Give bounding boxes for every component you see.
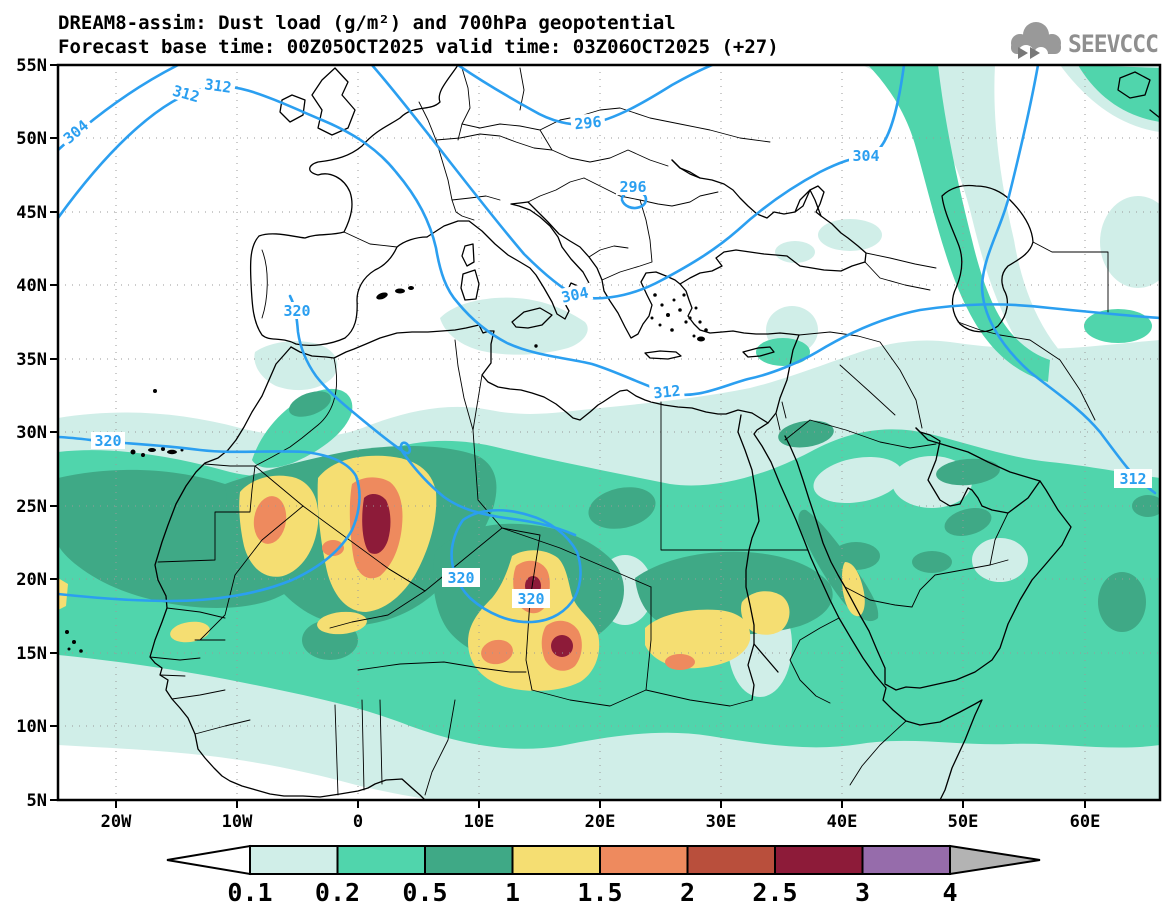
map-area: 304 312 312 296 296 304 304 312 312 320 … bbox=[58, 65, 1160, 800]
contour-label-304-ionian: 304 bbox=[560, 283, 590, 306]
lat-label: 20N bbox=[16, 570, 47, 590]
colorbar-value: 2.5 bbox=[752, 878, 797, 907]
colorbar-segment bbox=[686, 845, 776, 875]
lon-label: 30E bbox=[706, 812, 737, 832]
colorbar-segment bbox=[511, 845, 601, 875]
lon-label: 20W bbox=[101, 812, 132, 832]
lon-label: 10E bbox=[464, 812, 495, 832]
contour-label-304-black-sea: 304 bbox=[852, 147, 879, 165]
colorbar-labels: 0.1 0.2 0.5 1 1.5 2 2.5 3 4 bbox=[227, 878, 957, 907]
colorbar-segment bbox=[861, 845, 951, 875]
colorbar-segments bbox=[249, 845, 951, 875]
contour-label-320-sahara-a: 320 bbox=[447, 569, 474, 587]
colorbar-value: 0.2 bbox=[315, 878, 360, 907]
lat-label: 15N bbox=[16, 644, 47, 664]
lat-label: 10N bbox=[16, 717, 47, 737]
lon-label: 50E bbox=[948, 812, 979, 832]
colorbar-segment bbox=[249, 845, 339, 875]
seevccc-logo: SEEVCCC bbox=[1011, 22, 1159, 61]
colorbar-value: 2 bbox=[680, 878, 695, 907]
contour-label-296-romania: 296 bbox=[619, 178, 646, 196]
lat-label: 55N bbox=[16, 56, 47, 76]
latitude-axis: 55N 50N 45N 40N 35N 30N 25N 20N 15N 10N … bbox=[16, 56, 47, 811]
colorbar-value: 0.5 bbox=[402, 878, 447, 907]
contour-label-296-n: 296 bbox=[574, 113, 603, 134]
lon-label: 10W bbox=[222, 812, 253, 832]
lon-label: 40E bbox=[827, 812, 858, 832]
colorbar-value: 0.1 bbox=[227, 878, 272, 907]
lat-label: 30N bbox=[16, 423, 47, 443]
islands bbox=[65, 286, 708, 653]
colorbar-segment bbox=[599, 845, 689, 875]
colorbar-value: 4 bbox=[942, 878, 957, 907]
colorbar-arrow-right bbox=[949, 844, 1041, 876]
lon-label: 20E bbox=[585, 812, 616, 832]
lat-label: 40N bbox=[16, 276, 47, 296]
contour-label-312-right-edge: 312 bbox=[1119, 470, 1146, 488]
colorbar-value: 1.5 bbox=[577, 878, 622, 907]
lat-label: 35N bbox=[16, 350, 47, 370]
lat-label: 25N bbox=[16, 497, 47, 517]
colorbar-arrow-left bbox=[166, 844, 251, 876]
axis-ticks bbox=[50, 64, 1086, 808]
contour-label-320-gibraltar: 320 bbox=[283, 302, 310, 320]
colorbar-segment bbox=[774, 845, 864, 875]
colorbar-segment bbox=[424, 845, 514, 875]
chart-subtitle: Forecast base time: 00Z05OCT2025 valid t… bbox=[58, 36, 779, 58]
contour-label-312-libya: 312 bbox=[653, 382, 682, 403]
colorbar-value: 3 bbox=[855, 878, 870, 907]
contour-label-320-sahara-b: 320 bbox=[517, 590, 544, 608]
lat-label: 5N bbox=[27, 791, 47, 811]
cloud-icon bbox=[1011, 22, 1061, 61]
logo-text: SEEVCCC bbox=[1068, 30, 1158, 58]
contour-label-312-nw-b: 312 bbox=[203, 75, 232, 97]
lon-label: 0 bbox=[353, 812, 363, 832]
colorbar-segment bbox=[336, 845, 426, 875]
colorbar: 0.1 0.2 0.5 1 1.5 2 2.5 3 4 bbox=[166, 844, 1041, 907]
contour-label-320-atlantic: 320 bbox=[94, 432, 121, 450]
longitude-axis: 20W 10W 0 10E 20E 30E 40E 50E 60E bbox=[101, 812, 1101, 832]
chart-title: DREAM8-assim: Dust load (g/m²) and 700hP… bbox=[58, 12, 676, 34]
colorbar-value: 1 bbox=[505, 878, 520, 907]
lon-label: 60E bbox=[1070, 812, 1101, 832]
lat-label: 45N bbox=[16, 203, 47, 223]
lat-label: 50N bbox=[16, 129, 47, 149]
